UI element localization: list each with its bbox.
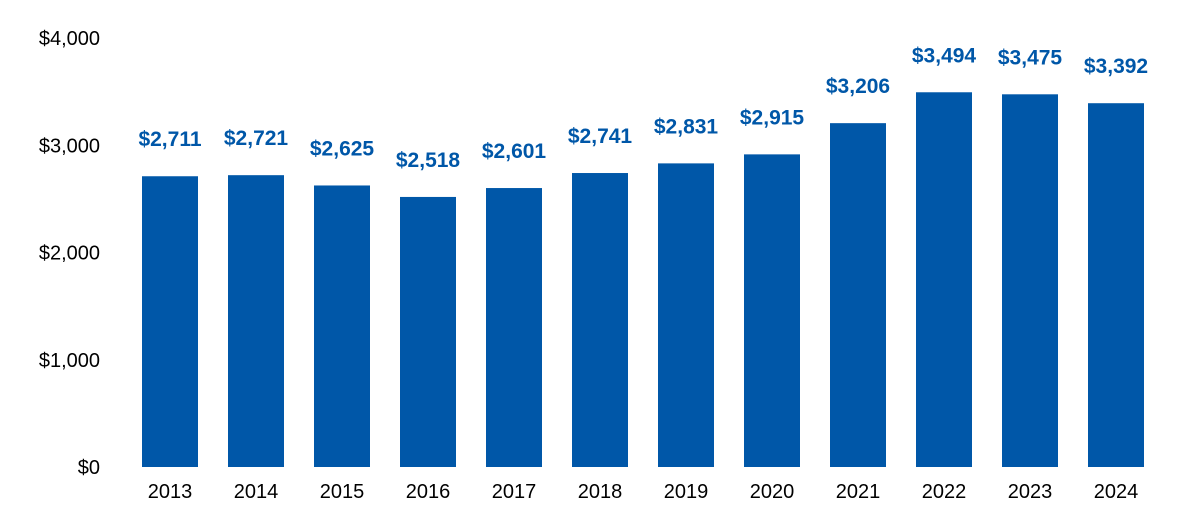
bar-2016 (400, 196, 456, 467)
bar-2024 (1088, 103, 1144, 467)
x-tick-label-2018: 2018 (578, 481, 623, 503)
x-tick-label-2017: 2017 (492, 481, 537, 503)
data-label-2020: $2,915 (740, 106, 805, 129)
x-tick-label-2015: 2015 (320, 481, 365, 503)
data-label-2021: $3,206 (826, 75, 890, 98)
data-label-2023: $3,475 (998, 46, 1063, 69)
data-label-2024: $3,392 (1084, 55, 1148, 78)
x-tick-label-2014: 2014 (234, 481, 279, 503)
x-tick-label-2019: 2019 (664, 481, 709, 503)
bar-2017 (486, 188, 542, 467)
y-axis: $0 $1,000 $2,000 $3,000 $4,000 (39, 28, 100, 479)
bar-2015 (314, 185, 370, 467)
bars (142, 92, 1144, 468)
data-labels: $2,711 $2,721 $2,625 $2,518 $2,601 $2,741 $2,8… (138, 44, 1148, 172)
data-label-2018: $2,741 (568, 125, 633, 148)
x-tick-label-2016: 2016 (406, 481, 451, 503)
data-label-2014: $2,721 (224, 127, 289, 150)
y-tick-label: $1,000 (39, 350, 100, 372)
y-tick-label: $3,000 (39, 135, 100, 157)
data-label-2013: $2,711 (138, 128, 201, 151)
data-label-2015: $2,625 (310, 137, 375, 160)
y-tick-label: $2,000 (39, 243, 100, 265)
x-tick-label-2024: 2024 (1094, 481, 1139, 503)
data-label-2022: $3,494 (912, 44, 977, 67)
data-label-2016: $2,518 (396, 149, 461, 172)
x-tick-label-2013: 2013 (148, 481, 193, 503)
x-tick-label-2021: 2021 (836, 481, 881, 503)
bar-2019 (658, 163, 714, 467)
x-tick-label-2020: 2020 (750, 481, 795, 503)
bar-2020 (744, 154, 800, 467)
bar-2023 (1002, 94, 1058, 468)
bar-2018 (572, 173, 628, 467)
bar-2021 (830, 123, 886, 468)
x-tick-label-2022: 2022 (922, 481, 967, 503)
y-tick-label: $4,000 (39, 28, 100, 50)
x-axis: 2013 2014 2015 2016 2017 2018 2019 2020 2021 2022… (148, 481, 1139, 503)
y-tick-label: $0 (78, 457, 100, 479)
bar-2013 (142, 176, 198, 468)
bar-2022 (916, 92, 972, 468)
data-label-2017: $2,601 (482, 140, 547, 163)
bar-2014 (228, 175, 284, 468)
data-label-2019: $2,831 (654, 115, 719, 138)
x-tick-label-2023: 2023 (1008, 481, 1053, 503)
